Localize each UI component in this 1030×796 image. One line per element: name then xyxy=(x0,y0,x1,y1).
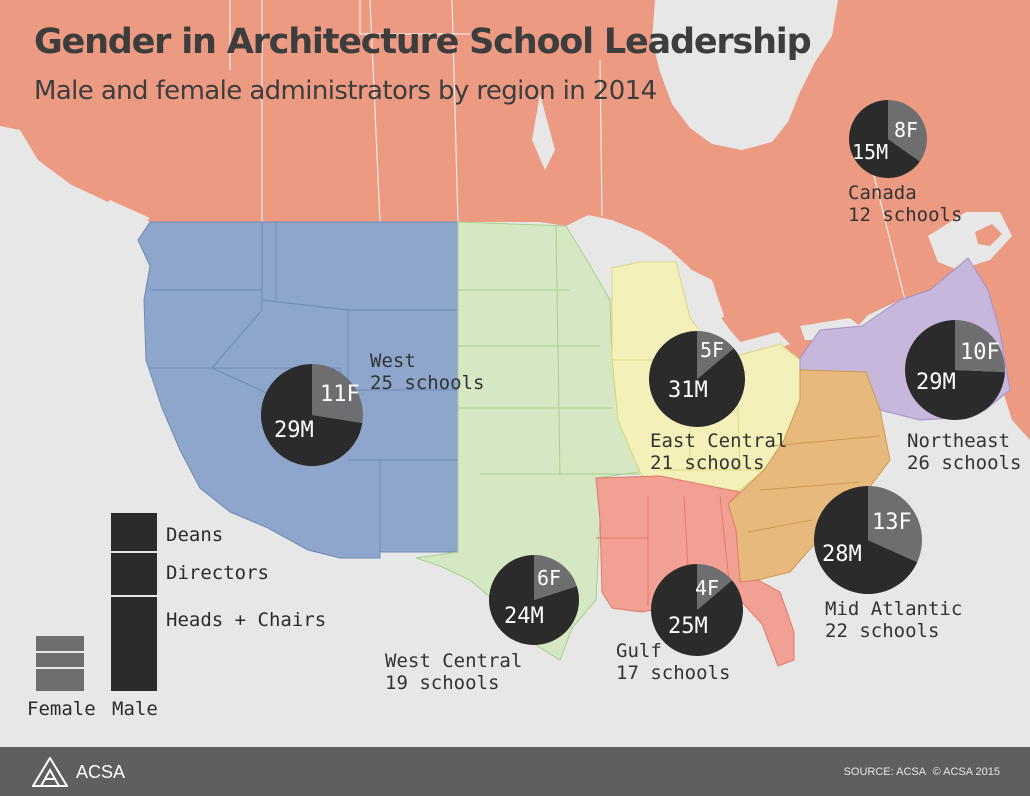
arctic-island xyxy=(532,94,555,170)
east-central-female-count: 5F xyxy=(700,338,725,362)
west-central-female-count: 6F xyxy=(537,566,562,590)
footer-source: SOURCE: ACSA xyxy=(843,766,926,778)
canada-male-count: 15M xyxy=(852,140,889,164)
region-label-west-central: West Central 19 schools xyxy=(385,650,523,694)
pie-east-central-male-slice xyxy=(648,331,745,427)
region-label-canada: Canada 12 schools xyxy=(848,182,963,226)
legend-male-label: Male xyxy=(112,698,158,720)
acsa-logo-icon xyxy=(32,757,68,787)
pie-gulf-male-slice xyxy=(651,564,744,656)
footer-bar: ACSA SOURCE: ACSA © ACSA 2015 xyxy=(0,747,1030,796)
pie-northeast-female-slice xyxy=(955,320,1006,373)
page-title: Gender in Architecture School Leadership xyxy=(34,22,812,62)
pie-west-central xyxy=(489,555,580,645)
pie-west xyxy=(260,364,363,466)
pie-gulf-female-slice xyxy=(697,564,733,610)
pie-canada-male-slice xyxy=(848,99,920,178)
region-label-east-central: East Central 21 schools xyxy=(650,430,788,474)
hudson-bay xyxy=(652,0,838,150)
mid-atlantic-male-count: 28M xyxy=(822,542,862,567)
pie-west-central-female-slice xyxy=(534,555,577,600)
footer-logo-text: ACSA xyxy=(76,762,126,782)
region-label-northeast: Northeast 26 schools xyxy=(907,430,1022,474)
northeast-female-count: 10F xyxy=(960,340,1000,365)
newfoundland xyxy=(975,224,1002,246)
pie-mid-atlantic-female-slice xyxy=(868,486,923,563)
pie-gulf xyxy=(651,564,744,656)
east-central-male-count: 31M xyxy=(668,378,708,403)
page-subtitle: Male and female administrators by region… xyxy=(34,76,657,106)
pie-east-central-female-slice xyxy=(697,331,734,379)
legend-female-bar xyxy=(34,634,86,693)
lake-huron xyxy=(676,262,724,332)
canada-female-count: 8F xyxy=(894,118,919,142)
legend-male-bar xyxy=(109,511,159,693)
pie-northeast xyxy=(905,320,1006,420)
gulf-state-borders xyxy=(596,495,731,607)
gulf-male-count: 25M xyxy=(668,614,708,639)
pie-west-female-slice xyxy=(312,364,363,423)
mid-atlantic-state-borders xyxy=(747,435,881,533)
province-borders xyxy=(229,0,906,301)
pie-mid-atlantic xyxy=(814,486,923,594)
pie-canada xyxy=(848,99,927,178)
pie-east-central xyxy=(648,331,745,427)
pie-northeast-male-slice xyxy=(905,320,1005,420)
region-label-gulf: Gulf 17 schools xyxy=(616,640,731,684)
region-label-mid-atlantic: Mid Atlantic 22 schools xyxy=(825,598,963,642)
northeast-male-count: 29M xyxy=(916,370,956,395)
footer-copyright: © ACSA 2015 xyxy=(932,766,1000,778)
west-female-count: 11F xyxy=(320,382,360,407)
footer-credits: SOURCE: ACSA © ACSA 2015 xyxy=(840,766,1000,778)
pie-west-male-slice xyxy=(260,364,363,466)
pie-canada-female-slice xyxy=(888,100,927,162)
pie-west-central-male-slice xyxy=(489,555,580,645)
region-label-west: West 25 schools xyxy=(370,350,485,394)
region-west-central-area xyxy=(415,221,641,661)
gulf-female-count: 4F xyxy=(695,576,720,600)
legend-directors: Directors xyxy=(166,562,269,584)
legend-deans: Deans xyxy=(166,524,224,546)
west-coast-island xyxy=(100,200,150,228)
pie-mid-atlantic-male-slice xyxy=(814,486,918,594)
west-central-male-count: 24M xyxy=(504,604,544,629)
west-central-state-borders xyxy=(458,225,640,475)
mid-atlantic-female-count: 13F xyxy=(872,510,912,535)
west-male-count: 29M xyxy=(274,418,314,443)
legend-female-label: Female xyxy=(27,698,96,720)
legend-heads-chairs: Heads + Chairs xyxy=(166,609,327,631)
